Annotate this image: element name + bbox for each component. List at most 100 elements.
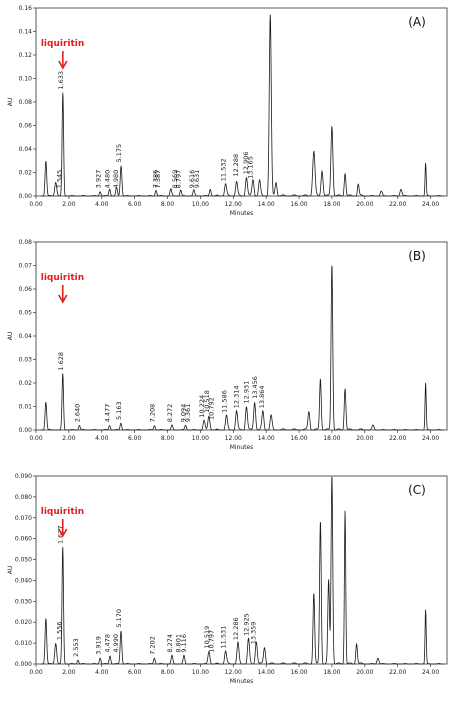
peak-retention-label: 4.477: [104, 404, 112, 423]
x-tick-label: 24.00: [422, 201, 439, 208]
x-tick-label: 12.00: [225, 669, 242, 676]
y-tick-label: 0.12: [19, 52, 33, 59]
x-tick-label: 6.00: [128, 435, 142, 442]
y-axis-title: AU: [7, 98, 14, 107]
plot-frame: [35, 241, 448, 431]
x-tick-label: 12.00: [225, 201, 242, 208]
peak-retention-label: 2.553: [72, 638, 80, 657]
peak-retention-label: 4.480: [104, 170, 112, 189]
peak-retention-label: 1.545: [55, 170, 63, 189]
x-tick-label: 4.00: [95, 435, 109, 442]
y-tick-label: 0.01: [19, 404, 33, 411]
peak-retention-label: 12.931: [243, 381, 251, 404]
y-tick-label: 0.03: [19, 357, 33, 364]
x-tick-label: 12.00: [225, 435, 242, 442]
x-tick-label: 2.00: [62, 201, 76, 208]
y-tick-label: 0.14: [19, 29, 33, 36]
peak-retention-label: 2.640: [73, 404, 81, 423]
peak-retention-label: 1.633: [57, 71, 65, 90]
chromatogram-trace: [40, 476, 444, 665]
chromatogram-trace: [40, 14, 444, 197]
peak-retention-label: 12.288: [232, 154, 240, 177]
y-axis-title: AU: [7, 332, 14, 341]
peak-retention-label: 11.531: [220, 626, 228, 649]
x-tick-label: 10.00: [192, 669, 209, 676]
x-tick-label: 20.00: [356, 201, 373, 208]
annotation-arrow-head: [58, 60, 68, 70]
y-tick-label: 0.10: [19, 76, 33, 83]
peak-retention-label: 1.556: [56, 622, 64, 641]
x-tick-label: 20.00: [356, 435, 373, 442]
x-tick-label: 18.00: [323, 435, 340, 442]
y-tick-label: 0.08: [19, 239, 33, 246]
peak-retention-label: 9.631: [193, 170, 201, 189]
y-axis-title: AU: [7, 566, 14, 575]
peak-retention-label: 13.456: [251, 376, 259, 399]
y-tick-label: 0.090: [15, 473, 32, 480]
x-tick-label: 16.00: [290, 669, 307, 676]
annotation-arrow-head: [58, 294, 68, 304]
y-tick-label: 0.06: [19, 123, 33, 130]
x-tick-label: 0.00: [29, 435, 43, 442]
y-tick-label: 0.06: [19, 286, 33, 293]
peak-retention-label: 4.478: [104, 634, 112, 653]
peak-retention-label: 1.628: [57, 352, 65, 371]
peak-retention-label: 12.286: [232, 617, 240, 640]
x-tick-label: 14.00: [258, 201, 275, 208]
liquiritin-annotation: liquiritin: [41, 39, 84, 49]
peak-retention-label: 8.272: [166, 404, 174, 423]
peak-retention-label: 5.170: [115, 609, 123, 628]
chromatogram-trace: [40, 265, 444, 431]
chromatogram-panel-b: 0.00 0.01 0.02 0.03 0.04 0.05 0.06 0.07 0.08 0.00…: [7, 239, 448, 451]
x-tick-label: 6.00: [128, 201, 142, 208]
peak-retention-label: 3.919: [94, 636, 102, 655]
peak-retention-label: 7.202: [148, 636, 156, 655]
peak-retention-label: 7.387: [154, 170, 162, 189]
y-tick-label: 0.000: [15, 661, 32, 668]
x-tick-label: 10.00: [192, 435, 209, 442]
panel-label-b: (B): [408, 249, 426, 263]
peak-retention-label: 10.519: [203, 626, 211, 649]
y-tick-label: 0.060: [15, 536, 32, 543]
peak-retention-label: 13.864: [258, 385, 266, 408]
x-tick-label: 18.00: [323, 201, 340, 208]
peak-retention-label: 11.532: [220, 159, 228, 182]
x-tick-label: 20.00: [356, 669, 373, 676]
x-tick-label: 8.00: [161, 435, 175, 442]
x-tick-label: 2.00: [62, 669, 76, 676]
peak-retention-label: 8.274: [166, 634, 174, 653]
peak-retention-label: 4.990: [112, 634, 120, 653]
peak-retention-label: 10.797: [208, 630, 216, 653]
peak-retention-label: 12.925: [242, 613, 250, 636]
x-tick-label: 8.00: [161, 669, 175, 676]
y-tick-label: 0.050: [15, 557, 32, 564]
y-tick-label: 0.010: [15, 640, 32, 647]
y-tick-label: 0.00: [19, 193, 33, 200]
liquiritin-annotation: liquiritin: [41, 507, 84, 517]
peak-retention-label: 10.792: [207, 397, 215, 420]
y-tick-label: 0.020: [15, 619, 32, 626]
x-tick-label: 18.00: [323, 669, 340, 676]
x-axis-title: Minutes: [230, 444, 254, 451]
y-tick-label: 0.00: [19, 427, 33, 434]
annotation-arrow-head: [58, 528, 68, 538]
peak-retention-label: 12.906: [242, 151, 250, 174]
peak-retention-label: 13.359: [250, 622, 258, 645]
y-tick-label: 0.04: [19, 333, 33, 340]
peak-retention-label: 8.569: [171, 170, 179, 189]
x-tick-label: 22.00: [389, 201, 406, 208]
x-tick-label: 14.00: [258, 669, 275, 676]
y-tick-label: 0.02: [19, 380, 33, 387]
peak-retention-label: 9.116: [180, 634, 188, 653]
y-tick-label: 0.05: [19, 310, 33, 317]
y-tick-label: 0.070: [15, 515, 32, 522]
panel-label-a: (A): [408, 15, 426, 29]
y-tick-label: 0.04: [19, 146, 33, 153]
x-tick-label: 24.00: [422, 669, 439, 676]
y-tick-label: 0.040: [15, 577, 32, 584]
chromatogram-panel-c: 0.000 0.010 0.020 0.030 0.040 0.050 0.060 0.070…: [7, 473, 448, 685]
peak-retention-label: 9.094: [180, 404, 188, 423]
chromatogram-panel-a: 0.00 0.02 0.04 0.06 0.08 0.10 0.12 0.14 0.16 0.00…: [7, 5, 448, 217]
peak-retention-label: 1.627: [57, 525, 65, 544]
x-tick-label: 0.00: [29, 201, 43, 208]
